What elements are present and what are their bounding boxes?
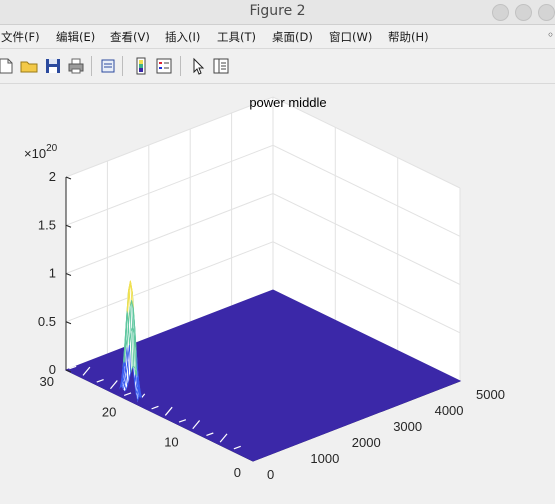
menu-help[interactable]: 帮助(H) — [388, 30, 429, 44]
pointer-icon[interactable] — [189, 57, 207, 75]
grid-line-z — [65, 192, 461, 285]
save-icon[interactable] — [44, 57, 62, 75]
maximize-button[interactable] — [515, 4, 532, 21]
x-tick-label: 5000 — [476, 387, 505, 402]
property-editor-icon[interactable] — [212, 57, 230, 75]
new-file-icon[interactable] — [0, 57, 15, 75]
z-tick-label: 2 — [49, 169, 56, 184]
toolbar-separator — [122, 56, 123, 76]
surface-ripple — [164, 406, 173, 416]
menu-file[interactable]: 文件(F) — [1, 30, 40, 44]
surface-ripple — [192, 420, 201, 430]
x-tick-label: 1000 — [310, 451, 339, 466]
x-tick-label: 3000 — [393, 419, 422, 434]
surface-ripple — [178, 419, 187, 423]
surface-ripple — [219, 433, 228, 443]
menu-edit[interactable]: 编辑(E) — [56, 30, 96, 44]
surface-ripple — [233, 445, 241, 450]
surface-ripple — [82, 366, 91, 376]
minimize-button[interactable] — [492, 4, 509, 21]
grid-line-z — [65, 144, 461, 237]
x-tick-label: 4000 — [435, 403, 464, 418]
y-tick-label: 20 — [102, 404, 116, 419]
z-tick-label: 0 — [49, 362, 56, 377]
colorbar-icon[interactable] — [132, 57, 150, 75]
toolbar-separator — [180, 56, 181, 76]
surface-ripple — [96, 379, 104, 383]
y-tick-label: 0 — [234, 465, 241, 480]
menu-tools[interactable]: 工具(T) — [217, 30, 256, 44]
surface-ripple — [151, 405, 159, 410]
toolbar-separator — [91, 56, 92, 76]
menu-insert[interactable]: 插入(I) — [165, 30, 201, 44]
grid-line-z — [65, 241, 461, 334]
z-tick-label: 1.5 — [38, 217, 56, 232]
window-title: Figure 2 — [249, 3, 306, 19]
figure-toolbar — [0, 48, 555, 84]
surface-peak-cell — [112, 388, 118, 391]
z-exponent-label: ×1020 — [24, 143, 58, 161]
menu-overflow-icon[interactable]: ◦ — [547, 28, 555, 42]
z-tick-label: 0.5 — [38, 314, 56, 329]
x-tick-label: 2000 — [352, 435, 381, 450]
menu-window[interactable]: 窗口(W) — [329, 30, 373, 44]
z-tick-mark — [65, 273, 72, 276]
menu-view[interactable]: 查看(V) — [110, 30, 150, 44]
plot-title: power middle — [249, 95, 326, 110]
z-tick-mark — [65, 321, 72, 325]
x-tick-label: 0 — [267, 467, 274, 482]
z-tick-mark — [65, 176, 72, 180]
grid-line-z — [65, 96, 461, 189]
y-tick-label: 30 — [40, 374, 54, 389]
surface-ripple — [109, 380, 118, 390]
surface-ripple — [69, 365, 77, 370]
surface-ripple — [206, 432, 214, 437]
close-button[interactable] — [538, 4, 555, 21]
surface-mesh — [64, 280, 462, 462]
surface-ripple — [123, 392, 132, 396]
menu-desktop[interactable]: 桌面(D) — [272, 30, 313, 44]
surface-floor — [64, 289, 462, 462]
z-tick-mark — [65, 369, 72, 373]
z-tick-mark — [65, 224, 72, 228]
menu-bar: 文件(F) 编辑(E) 查看(V) 插入(I) 工具(T) 桌面(D) 窗口(W… — [0, 25, 555, 47]
print-preview-icon[interactable] — [99, 57, 117, 75]
legend-icon[interactable] — [155, 57, 173, 75]
open-folder-icon[interactable] — [20, 57, 38, 75]
window-titlebar: Figure 2 — [0, 0, 555, 25]
z-tick-label: 1 — [49, 266, 56, 281]
y-tick-label: 10 — [164, 435, 178, 450]
print-icon[interactable] — [67, 57, 85, 75]
